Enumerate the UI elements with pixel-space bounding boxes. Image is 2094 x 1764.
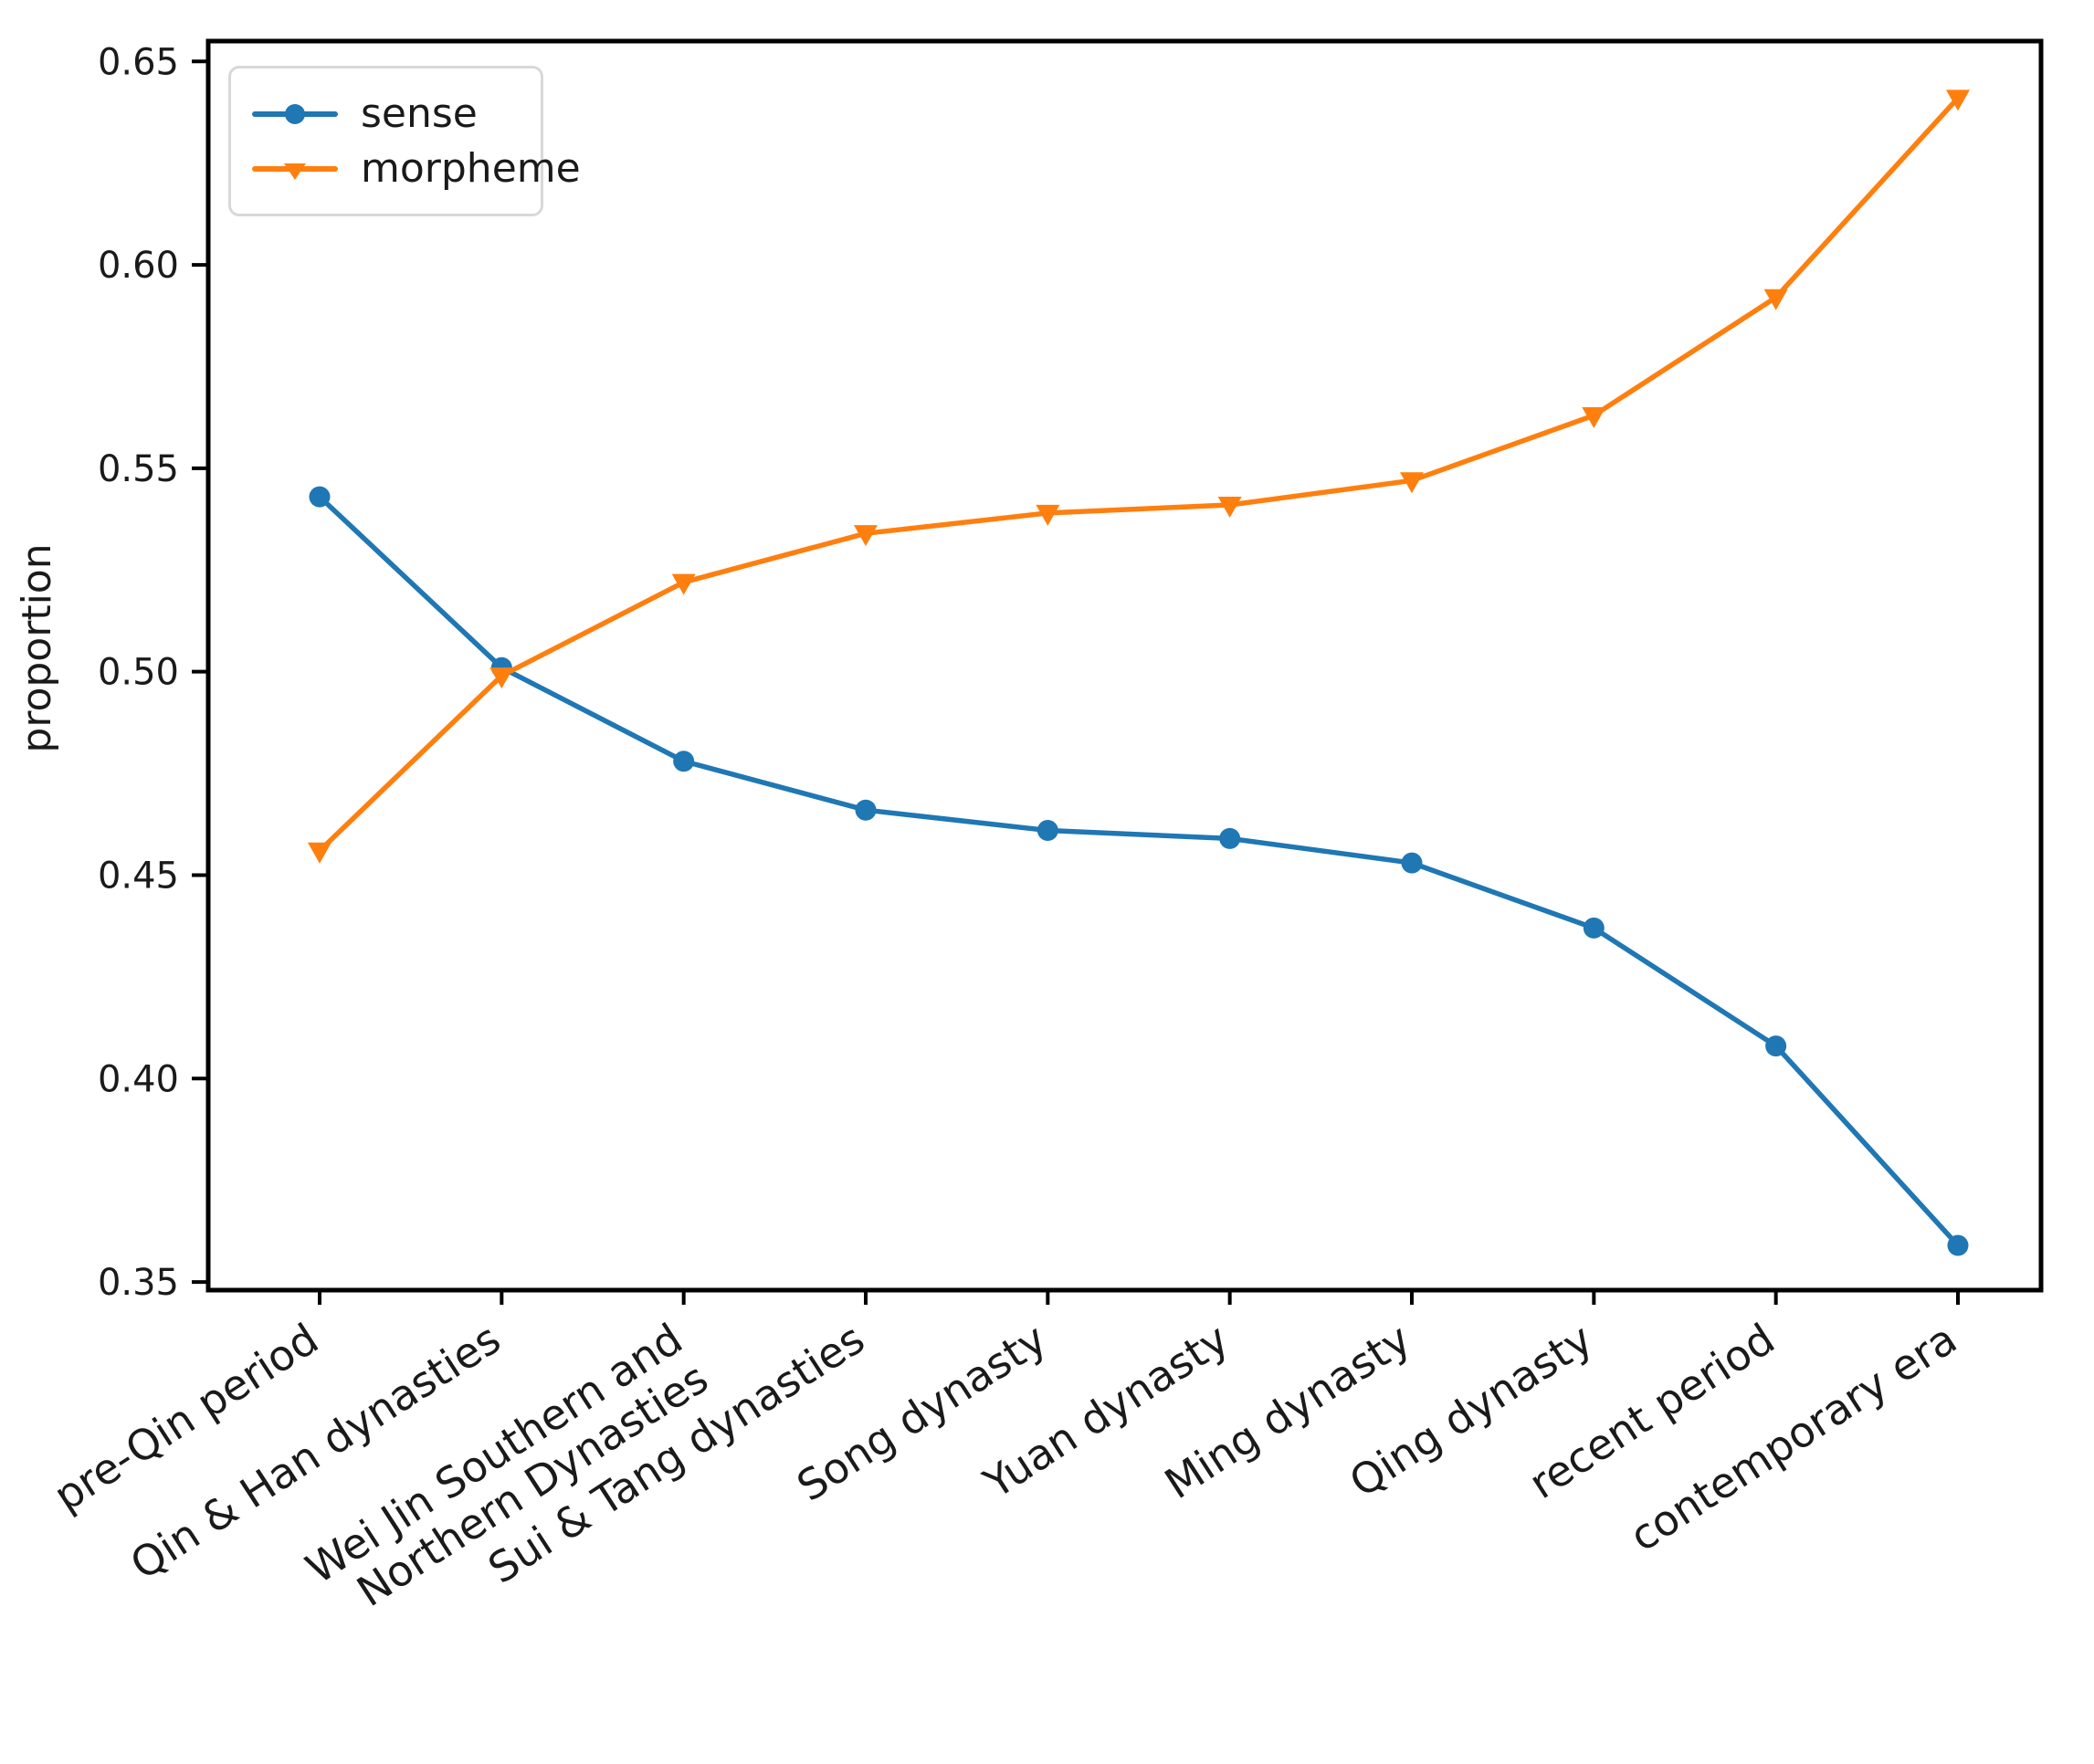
data-point-morpheme	[308, 842, 331, 864]
y-tick-label: 0.60	[98, 245, 179, 287]
legend: sense morpheme	[228, 66, 581, 216]
legend-item-sense: sense	[251, 89, 541, 137]
data-point-morpheme	[1217, 496, 1242, 518]
y-tick-label: 0.35	[98, 1262, 179, 1304]
legend-label-morpheme: morpheme	[361, 144, 581, 192]
series-line-morpheme	[317, 95, 1961, 854]
data-point-sense	[855, 799, 877, 821]
y-axis-title: proportion	[14, 543, 60, 752]
data-point-morpheme	[1946, 89, 1970, 111]
morpheme-swatch-triangle-icon	[284, 163, 306, 180]
series-line-sense	[317, 494, 1961, 1248]
data-point-sense	[1583, 917, 1605, 939]
data-point-sense	[1401, 852, 1423, 874]
data-point-sense	[1947, 1234, 1969, 1256]
data-point-morpheme	[489, 667, 514, 689]
legend-label-sense: sense	[361, 89, 478, 137]
data-point-sense	[1219, 827, 1241, 849]
x-tick-label: contemporary era	[1621, 1314, 1965, 1561]
y-tick-label: 0.50	[98, 652, 179, 694]
data-point-sense	[673, 751, 695, 772]
y-tick-label: 0.45	[98, 855, 179, 897]
y-tick-label: 0.40	[98, 1058, 179, 1100]
sense-swatch-circle-icon	[285, 103, 305, 124]
x-tick-label-line: contemporary era	[1621, 1314, 1965, 1561]
legend-item-morpheme: morpheme	[251, 148, 581, 189]
data-point-morpheme	[854, 525, 878, 547]
data-point-sense	[1765, 1035, 1787, 1057]
data-point-morpheme	[1400, 472, 1424, 494]
data-point-morpheme	[1763, 289, 1788, 310]
data-point-sense	[309, 486, 331, 508]
y-tick-label: 0.65	[98, 41, 179, 83]
data-point-morpheme	[1036, 504, 1060, 526]
y-tick-label: 0.55	[98, 448, 179, 490]
morpheme-swatch-icon	[252, 163, 338, 180]
sense-swatch-icon	[252, 103, 338, 124]
plot-frame	[205, 38, 2044, 1293]
data-point-morpheme	[1582, 406, 1606, 428]
data-point-morpheme	[671, 573, 696, 595]
data-point-sense	[1036, 819, 1058, 841]
